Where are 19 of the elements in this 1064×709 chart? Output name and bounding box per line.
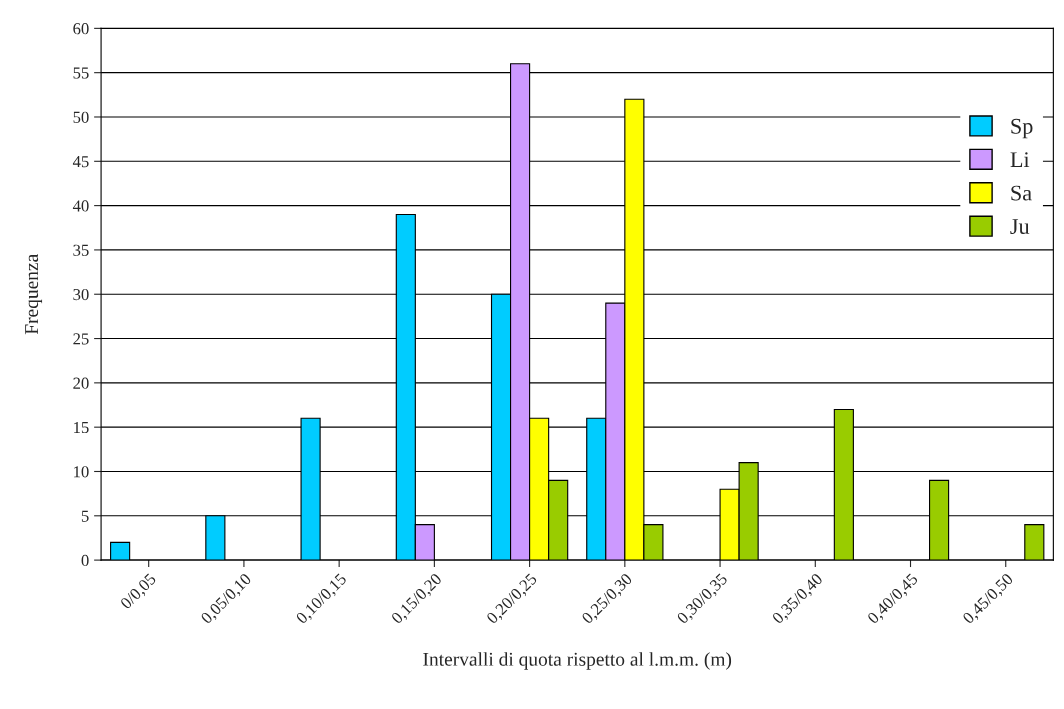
y-tick-label: 0 [81, 554, 89, 567]
y-tick-label: 40 [72, 200, 89, 212]
y-tick-label: 50 [73, 111, 89, 123]
y-tick-label: 5 [81, 510, 89, 522]
legend-label: Ju [1010, 219, 1030, 234]
y-tick-label: 25 [73, 333, 89, 345]
y-tick-label: 10 [74, 466, 89, 478]
y-tick-label: 30 [73, 288, 89, 301]
y-tick-label: 60 [73, 23, 89, 35]
y-tick-label: 55 [73, 67, 89, 79]
legend-label: Sp [1011, 118, 1033, 139]
y-tick-label: 15 [74, 421, 89, 434]
y-axis-title: Frequenza [25, 254, 43, 335]
y-tick-label: 20 [73, 377, 89, 389]
y-tick-label: 35 [73, 244, 89, 256]
legend-label: Li [1010, 152, 1030, 167]
y-tick-label: 45 [72, 156, 89, 168]
legend-label: Sa [1011, 185, 1032, 201]
x-axis-title: Intervalli di quota rispetto al l.m.m. (m) [423, 652, 732, 670]
